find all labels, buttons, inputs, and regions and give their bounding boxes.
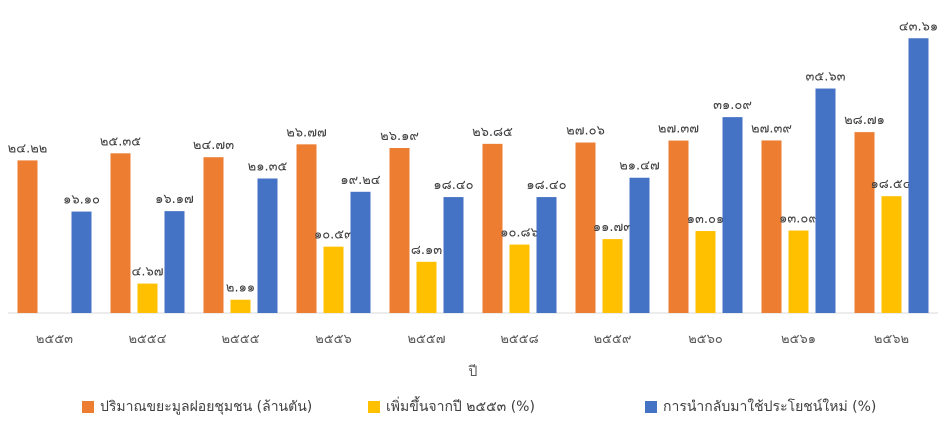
bar-1 — [203, 157, 224, 313]
data-label: ๑๘.๔๐ — [526, 178, 566, 193]
legend-swatch — [82, 401, 94, 413]
bar-2 — [323, 246, 344, 313]
data-label: ๒.๑๑ — [226, 281, 255, 296]
data-label: ๒๘.๗๑ — [844, 113, 885, 128]
bar-3 — [350, 191, 371, 313]
bar-3 — [164, 211, 185, 313]
legend-item-1: ปริมาณขยะมูลฝอยชุมชน (ล้านตัน) — [82, 396, 312, 418]
x-tick-label: ๒๕๖๐ — [688, 332, 723, 347]
bar-2 — [137, 283, 158, 313]
data-label: ๒๑.๓๕ — [248, 159, 288, 174]
data-label: ๒๖.๘๕ — [472, 125, 513, 140]
x-tick-label: ๒๕๕๖ — [315, 332, 352, 347]
legend-item-2: เพิ่มขึ้นจากปี ๒๕๕๓ (%) — [368, 396, 535, 418]
legend-swatch — [645, 401, 657, 413]
legend-label: เพิ่มขึ้นจากปี ๒๕๕๓ (%) — [386, 399, 535, 415]
bar-2 — [881, 196, 902, 313]
bar-2 — [695, 231, 716, 313]
bar-2 — [602, 239, 623, 313]
x-tick-label: ๒๕๖๒ — [874, 332, 909, 347]
data-label: ๑๐.๕๓ — [314, 228, 353, 243]
bar-2 — [509, 244, 530, 313]
bar-1 — [482, 143, 503, 313]
bar-2 — [416, 261, 437, 313]
data-label: ๒๗.๓๙ — [751, 121, 792, 136]
x-axis-title: ปี — [468, 364, 477, 380]
legend-label: การนำกลับมาใช้ประโยชน์ใหม่ (%) — [663, 399, 877, 415]
data-label: ๑๖.๑๗ — [155, 192, 194, 207]
bar-3 — [443, 197, 464, 313]
x-tick-label: ๒๕๕๗ — [407, 332, 445, 347]
data-label: ๘.๑๓ — [411, 243, 442, 258]
x-tick-label: ๒๕๕๓ — [36, 332, 73, 347]
legend-swatch — [368, 401, 380, 413]
data-label: ๑๓.๐๙ — [779, 212, 818, 227]
bar-2 — [230, 299, 251, 313]
x-tick-label: ๒๕๕๕ — [221, 332, 259, 347]
x-tick-label: ๒๕๕๔ — [128, 332, 166, 347]
data-label: ๔.๖๗ — [132, 265, 164, 280]
x-tick-label: ๒๕๖๑ — [781, 332, 816, 347]
data-label: ๑๐.๘๖ — [500, 226, 539, 241]
data-label: ๒๗.๓๗ — [658, 122, 699, 137]
bar-3 — [722, 117, 743, 314]
bar-1 — [761, 140, 782, 313]
data-label: ๔๓.๖๑ — [899, 19, 938, 34]
bar-3 — [257, 178, 278, 313]
data-label: ๒๖.๗๗ — [286, 125, 327, 140]
data-label: ๓๑.๐๙ — [713, 98, 752, 113]
legend: ปริมาณขยะมูลฝอยชุมชน (ล้านตัน) เพิ่มขึ้นจ… — [0, 396, 947, 420]
data-label: ๒๗.๐๖ — [566, 124, 605, 139]
data-label: ๑๓.๐๑ — [687, 212, 724, 227]
data-label: ๒๖.๑๙ — [380, 129, 419, 144]
data-label: ๑๖.๑๐ — [63, 193, 100, 208]
bar-1 — [668, 140, 689, 313]
bar-3 — [629, 177, 650, 313]
data-label: ๒๕.๓๕ — [100, 134, 141, 149]
bar-3 — [536, 197, 557, 313]
data-label: ๑๘.๔๐ — [433, 178, 473, 193]
bar-3 — [908, 38, 929, 314]
x-tick-label: ๒๕๕๙ — [594, 332, 632, 347]
data-label: ๒๔.๒๒ — [8, 141, 48, 156]
bar-1 — [17, 160, 38, 313]
data-label: ๒๑.๔๗ — [619, 159, 660, 174]
legend-label: ปริมาณขยะมูลฝอยชุมชน (ล้านตัน) — [100, 399, 313, 415]
data-label: ๑๙.๒๔ — [340, 173, 380, 188]
bar-3 — [815, 88, 836, 313]
x-tick-label: ๒๕๕๘ — [500, 332, 538, 347]
data-label: ๒๔.๗๓ — [193, 138, 234, 153]
bar-1 — [854, 132, 875, 313]
bar-1 — [389, 148, 410, 313]
bar-1 — [575, 142, 596, 313]
data-label: ๓๕.๖๓ — [806, 70, 846, 85]
bar-3 — [71, 211, 92, 313]
bar-2 — [788, 230, 809, 313]
data-label: ๑๘.๕๔ — [870, 177, 912, 192]
bar-1 — [110, 153, 131, 313]
legend-item-3: การนำกลับมาใช้ประโยชน์ใหม่ (%) — [645, 396, 876, 418]
bar-1 — [296, 144, 317, 313]
data-label: ๑๑.๗๓ — [593, 220, 632, 235]
